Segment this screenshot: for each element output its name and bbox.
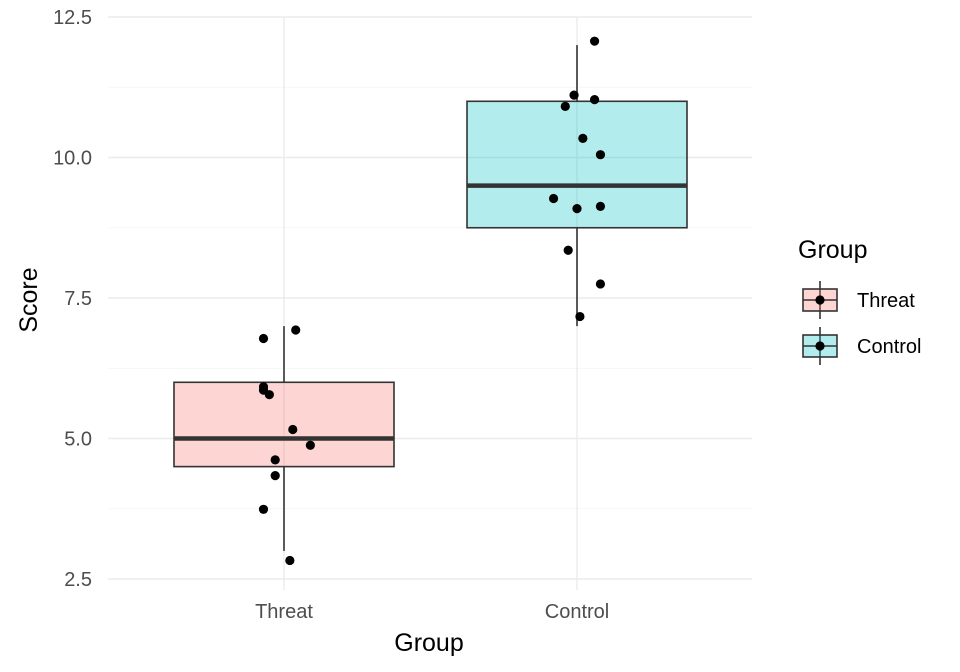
legend-label: Threat [857, 290, 915, 312]
legend: Group Threat Control [798, 236, 921, 365]
data-point [264, 390, 274, 400]
legend-point [815, 295, 825, 305]
data-point [270, 455, 280, 465]
data-point [285, 555, 295, 566]
y-axis-ticks: 2.5 5.0 7.5 10.0 12.5 [53, 7, 92, 591]
legend-key-threat: Threat [802, 281, 915, 319]
data-point [305, 440, 315, 450]
data-point [291, 325, 301, 335]
y-tick-label: 2.5 [64, 569, 92, 591]
legend-label: Control [857, 336, 921, 358]
data-point [560, 101, 570, 111]
data-point [288, 424, 298, 435]
box-iqr [173, 381, 395, 468]
x-tick-label: Threat [255, 601, 313, 623]
data-point [548, 193, 559, 204]
data-point [270, 470, 280, 481]
data-point [595, 150, 606, 160]
x-axis-title: Group [394, 629, 463, 657]
data-point [569, 90, 579, 100]
data-point [589, 95, 600, 105]
data-point [595, 201, 606, 211]
x-tick-label: Control [545, 601, 609, 623]
data-point [563, 245, 573, 255]
box-iqr [466, 100, 688, 229]
y-tick-label: 5.0 [64, 429, 92, 451]
y-tick-label: 12.5 [53, 7, 92, 29]
box-control [466, 45, 688, 327]
legend-key-control: Control [802, 327, 921, 365]
x-axis-ticks: Threat Control [255, 601, 609, 623]
legend-title: Group [798, 236, 867, 264]
data-point [578, 133, 588, 143]
y-tick-label: 7.5 [64, 288, 92, 310]
boxes [173, 45, 688, 551]
data-point [258, 504, 269, 514]
data-point [572, 204, 582, 214]
data-point [575, 311, 585, 322]
points [258, 36, 606, 566]
box-threat [173, 326, 395, 551]
data-point [589, 36, 600, 46]
data-point [258, 333, 269, 344]
y-tick-label: 10.0 [53, 148, 92, 170]
data-point [595, 279, 606, 289]
legend-point [815, 341, 825, 351]
y-axis-title: Score [15, 267, 43, 332]
